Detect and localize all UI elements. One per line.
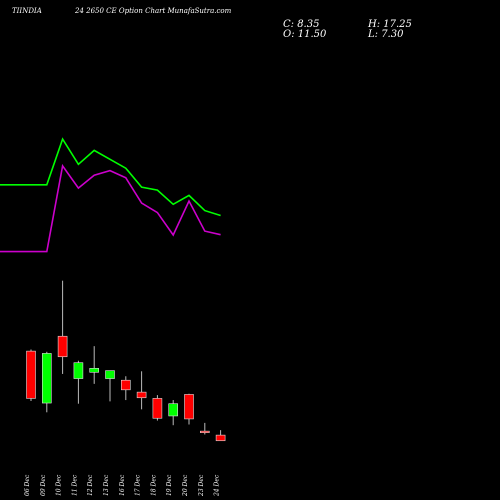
x-tick-label: 06 Dec	[24, 474, 31, 496]
x-tick-label: 17 Dec	[135, 474, 142, 496]
candle-13	[215, 430, 226, 442]
close-value: C: 8.35	[283, 19, 320, 30]
x-tick-label: 11 Dec	[71, 474, 78, 496]
x-tick-label: 10 Dec	[56, 474, 63, 496]
candle-4	[73, 360, 84, 404]
candle-3	[57, 280, 68, 374]
x-tick-label: 12 Dec	[87, 474, 94, 496]
high-value: H: 17.25	[368, 19, 412, 30]
candle-body	[215, 434, 226, 442]
open-value: O: 11.50	[283, 29, 327, 40]
candle-body	[89, 368, 99, 373]
candle-body	[105, 370, 115, 379]
line-series-1	[0, 137, 221, 217]
x-tick-label: 09 Dec	[40, 474, 47, 496]
candle-body	[136, 391, 147, 399]
low-value: L: 7.30	[368, 29, 404, 40]
x-tick-label: 24 Dec	[214, 474, 221, 497]
candle-body	[200, 430, 210, 433]
candle-body	[121, 379, 131, 391]
candle-6	[105, 370, 115, 402]
candle-body	[57, 335, 68, 358]
candle-body	[73, 362, 84, 379]
candle-10	[168, 400, 178, 426]
chart-title: 24 2650 CE Option Chart MunafaSutra.com	[75, 7, 232, 15]
line-series-2	[0, 163, 221, 253]
x-tick-label: 13 Dec	[103, 474, 110, 496]
candle-5	[89, 346, 99, 384]
x-tick-label: 16 Dec	[119, 474, 126, 496]
candle-body	[26, 350, 36, 399]
candle-1	[26, 349, 36, 402]
candle-2	[41, 351, 52, 413]
x-tick-label: 20 Dec	[182, 474, 189, 497]
candle-body	[184, 394, 194, 420]
candle-8	[136, 371, 147, 410]
x-tick-label: 23 Dec	[198, 474, 205, 497]
x-tick-label: 18 Dec	[150, 474, 157, 496]
candle-9	[152, 395, 163, 421]
x-tick-label: 19 Dec	[166, 474, 173, 496]
symbol-label: TIINDIA	[12, 7, 42, 15]
candle-body	[41, 353, 52, 404]
candle-12	[200, 422, 210, 435]
candle-7	[121, 376, 131, 401]
candle-body	[168, 403, 178, 417]
candle-body	[152, 398, 163, 419]
candle-11	[184, 393, 194, 425]
